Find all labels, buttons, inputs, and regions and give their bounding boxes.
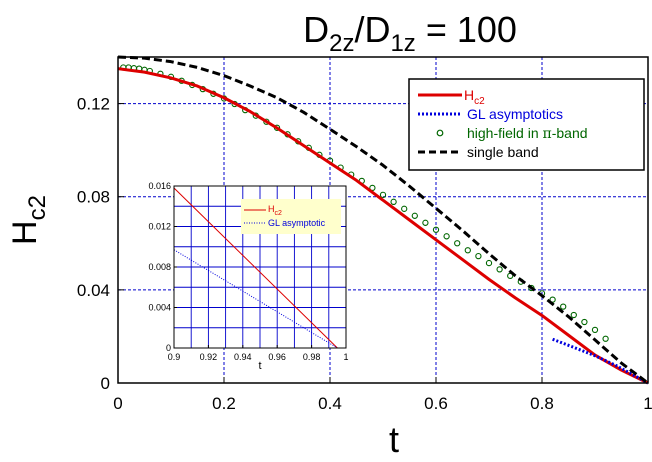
inset-y-tick-label: 0.016 — [148, 181, 171, 191]
main-x-tick-label: 0.6 — [424, 394, 448, 413]
legend-hc2-label: Hc2 — [464, 87, 485, 107]
inset-tick-labels: 0.9 0.92 0.94 0.96 0.98 1 0 0.004 0.008 0.012 0.01… — [148, 181, 348, 362]
main-series-hc2 — [117, 67, 649, 385]
inset-x-tick-label: 0.98 — [303, 352, 321, 362]
inset-y-tick-label: 0.008 — [148, 262, 171, 272]
inset-legend: Hc2 GL asymptotic — [241, 199, 341, 234]
main-series-gl-asymptotics — [552, 337, 649, 385]
legend-hf-marker — [436, 129, 444, 137]
inset-legend-box — [241, 199, 341, 234]
inset-legend-gl-label: GL asymptotic — [268, 218, 326, 228]
main-x-tick-label: 0.2 — [212, 394, 236, 413]
y-axis-label: Hc2 — [6, 195, 51, 245]
legend-gl-label: GL asymptotics — [467, 106, 563, 122]
inset-y-tick-label: 0 — [166, 343, 171, 353]
main-x-tick-label: 0.8 — [530, 394, 554, 413]
main-y-tick-label: 0.08 — [77, 188, 110, 207]
inset-x-tick-label: 1 — [343, 352, 348, 362]
main-x-tick-label: 1 — [643, 394, 652, 413]
main-series-high-field-in-band-point — [475, 252, 482, 260]
main-series-high-field-in-band-point — [602, 335, 609, 342]
main-x-tick-label: 0 — [113, 394, 122, 413]
legend-hf-label: high-field in π-band — [467, 125, 588, 142]
main-plot-frame — [117, 56, 649, 384]
main-series-single-band — [117, 55, 649, 385]
main-series-high-field-in-band-point — [485, 259, 493, 267]
inset-x-tick-label: 0.96 — [268, 352, 286, 362]
main-series — [117, 55, 649, 385]
main-series-high-field-in-band-point — [581, 318, 588, 326]
legend-single-label: single band — [467, 144, 539, 160]
inset-y-tick-label: 0.004 — [148, 303, 171, 313]
main-series-high-field-in-band-point — [570, 311, 577, 319]
main-y-tick-label: 0 — [101, 374, 110, 393]
x-axis-label: t — [389, 419, 399, 460]
main-series-high-field-in-band-point — [422, 219, 429, 226]
inset-series — [173, 187, 338, 349]
main-y-tick-label: 0.04 — [77, 281, 110, 300]
main-series-high-field-in-band-point — [591, 326, 599, 334]
main-tick-labels: 0 0.2 0.4 0.6 0.8 1 0 0.04 0.08 0.12 — [77, 95, 652, 413]
main-series-high-field-in-band-point — [496, 266, 503, 273]
inset-x-tick-label: 0.9 — [168, 352, 181, 362]
inset-x-tick-label: 0.92 — [200, 352, 218, 362]
inset-series-hc2 — [173, 187, 338, 349]
main-series-high-field-in-band-point — [454, 240, 461, 247]
main-series-high-field-in-band-point — [432, 226, 440, 233]
inset-legend-hc2-label: Hc2 — [268, 204, 282, 217]
inset-y-tick-label: 0.012 — [148, 222, 171, 232]
main-series-high-field-in-band-point — [379, 191, 387, 199]
main-legend: Hc2 GL asymptotics high-field in π-band … — [408, 78, 645, 171]
chart-title: D2z/D1z = 100 — [303, 9, 517, 57]
inset-series-gl-asymptotic — [173, 249, 338, 349]
inset-x-tick-label: 0.94 — [234, 352, 252, 362]
main-y-tick-label: 0.12 — [77, 95, 110, 114]
main-series-high-field-in-band-point — [390, 198, 397, 205]
main-series-high-field-in-band-point — [560, 303, 567, 310]
main-series-high-field-in-band-point — [411, 212, 418, 219]
main-series-high-field-in-band-point — [401, 205, 408, 212]
main-series-high-field-in-band-point — [464, 247, 471, 254]
main-x-tick-label: 0.4 — [318, 394, 342, 413]
inset-plot-frame — [173, 185, 347, 349]
main-series-high-field-in-band-point — [443, 233, 450, 240]
inset-x-axis-label: t — [258, 360, 261, 372]
